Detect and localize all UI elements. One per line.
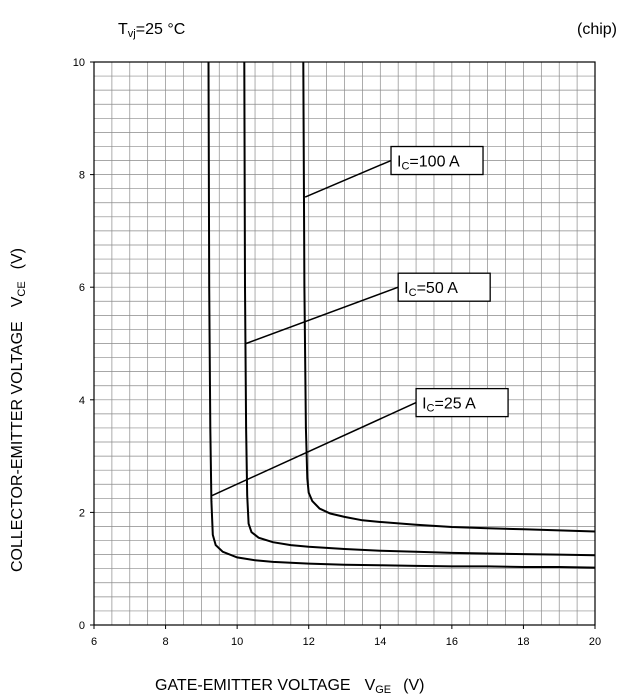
x-tick-label: 14 [374, 636, 386, 648]
annotation-label-1: IC=50 A [404, 280, 458, 299]
y-axis-label: COLLECTOR-EMITTER VOLTAGEVCE(V) [9, 248, 28, 572]
chip-label: (chip) [577, 21, 617, 38]
annotation-leader-2 [211, 401, 417, 497]
y-tick-label: 0 [79, 620, 85, 632]
x-tick-label: 18 [517, 636, 529, 648]
annotation-leader-1 [245, 286, 399, 345]
temperature-label: Tvj=25 °C [118, 21, 185, 40]
y-tick-label: 4 [79, 395, 85, 407]
series-line-2 [207, 61, 596, 569]
annotation-box-0 [390, 145, 484, 176]
y-tick-label: 6 [79, 282, 85, 294]
y-tick-label: 8 [79, 170, 85, 182]
curves [207, 61, 596, 569]
annotation-box-2 [415, 387, 509, 418]
y-tick-label: 10 [73, 57, 85, 69]
annotations: IC=100 A IC=50 A IC=25 A [211, 145, 509, 497]
x-tick-label: 16 [446, 636, 458, 648]
annotation-label-0: IC=100 A [397, 154, 460, 173]
series-line-1 [243, 61, 596, 557]
annotation-label-2: IC=25 A [422, 396, 476, 415]
x-tick-label: 6 [91, 636, 97, 648]
plot-frame [93, 61, 596, 626]
x-tick-label: 20 [589, 636, 601, 648]
tick-labels: 6 8 10 12 14 16 18 20 0 2 4 6 8 10 [73, 57, 601, 648]
series-line-0 [302, 61, 596, 533]
x-tick-label: 12 [303, 636, 315, 648]
x-tick-label: 10 [231, 636, 243, 648]
grid [93, 61, 596, 626]
annotation-box-1 [397, 272, 491, 302]
y-tick-label: 2 [79, 507, 85, 519]
x-axis-label: GATE-EMITTER VOLTAGE VGE (V) [155, 677, 424, 696]
annotation-leader-0 [304, 159, 392, 198]
x-tick-label: 8 [163, 636, 169, 648]
